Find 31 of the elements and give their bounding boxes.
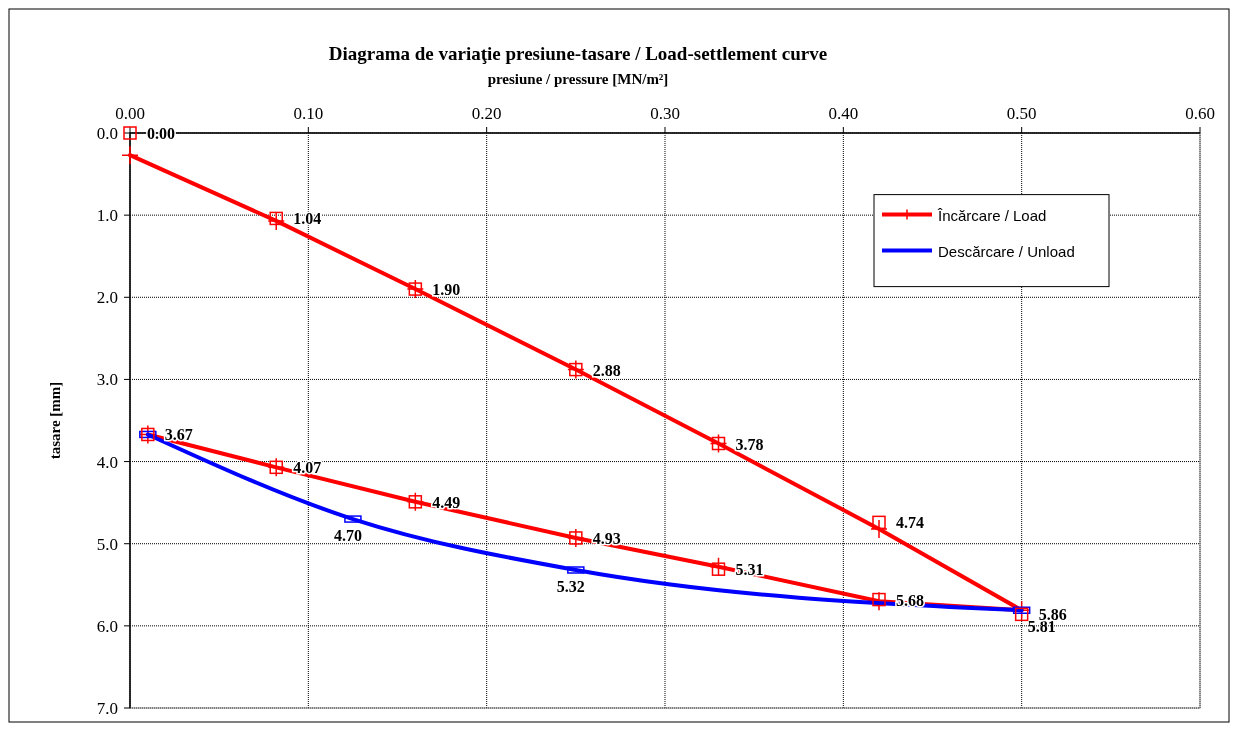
chart-title: Diagrama de variaţie presiune-tasare / Load-settlement curve (328, 43, 828, 64)
x-tick-label: 0.30 (650, 104, 680, 123)
x-tick-label: 0.00 (115, 104, 145, 123)
data-label: 4.74 (896, 514, 924, 532)
data-label: 4.07 (293, 459, 322, 477)
y-tick-label: 1.0 (96, 206, 118, 226)
legend-label: Descărcare / Unload (938, 242, 1075, 260)
y-tick-label: 2.0 (96, 288, 118, 308)
data-label: 4.70 (333, 527, 362, 545)
y-tick-label: 6.0 (96, 616, 118, 636)
data-label: 3.67 (164, 426, 193, 444)
x-tick-label: 0.50 (1006, 104, 1037, 123)
x-tick-label: 0.60 (1185, 104, 1215, 123)
x-tick-label: 0.40 (828, 104, 859, 123)
x-axis-title: presiune / pressure [MN/m²] (487, 71, 669, 87)
data-label: 4.49 (432, 493, 461, 511)
data-label: 4.93 (592, 529, 621, 547)
x-tick-label: 0.20 (471, 104, 502, 123)
y-tick-label: 3.0 (96, 370, 118, 390)
x-tick-label: 0.10 (293, 104, 324, 123)
data-label: 2.88 (592, 361, 621, 379)
data-label: 1.04 (293, 210, 322, 228)
y-tick-label: 7.0 (96, 699, 118, 718)
y-tick-label: 4.0 (96, 452, 118, 472)
y-axis-title: tasare [mm] (47, 381, 63, 460)
data-label: 1.90 (432, 281, 461, 299)
legend-label: Încărcare / Load (937, 206, 1047, 224)
data-label: 3.78 (735, 435, 764, 453)
data-label: 5.32 (556, 578, 585, 595)
y-tick-label: 5.0 (96, 534, 118, 554)
y-tick-label: 0.0 (96, 124, 118, 143)
